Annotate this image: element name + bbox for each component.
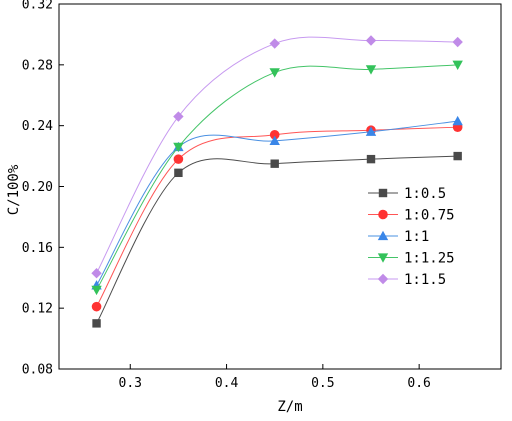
x-tick-label: 0.3 xyxy=(119,376,142,391)
legend-marker xyxy=(377,253,389,263)
data-point xyxy=(91,301,102,312)
data-point xyxy=(269,68,280,78)
y-tick-label: 0.12 xyxy=(22,302,53,317)
series-4 xyxy=(91,60,463,296)
legend-marker xyxy=(377,230,389,241)
data-point xyxy=(269,135,280,146)
data-point xyxy=(452,115,463,126)
data-point xyxy=(366,154,376,164)
y-axis-title: C/100% xyxy=(6,164,22,215)
legend-label: 1:1.25 xyxy=(404,251,455,267)
x-axis: 0.3 0.4 0.5 0.6 xyxy=(119,364,431,391)
legend-marker xyxy=(377,273,389,285)
legend-label: 1:0.75 xyxy=(404,208,455,224)
x-tick-label: 0.6 xyxy=(407,376,430,391)
legend-label: 1:0.5 xyxy=(404,186,446,202)
legend-label: 1:1 xyxy=(404,229,429,245)
data-point xyxy=(365,126,377,136)
x-tick-label: 0.4 xyxy=(215,376,239,391)
data-point xyxy=(173,154,184,164)
data-point xyxy=(365,65,377,75)
legend-item: 1:0.5 xyxy=(368,186,446,202)
y-tick-label: 0.32 xyxy=(22,0,53,13)
legend-item: 1:0.75 xyxy=(368,208,455,224)
y-axis: 0.08 0.12 0.16 0.20 0.24 0.28 0.32 xyxy=(22,0,64,378)
y-tick-label: 0.24 xyxy=(22,119,53,134)
data-point xyxy=(174,168,183,178)
series-1 xyxy=(92,151,462,328)
data-point xyxy=(173,142,184,153)
data-point xyxy=(173,111,184,122)
x-tick-label: 0.5 xyxy=(311,376,334,391)
series-line xyxy=(96,36,458,274)
x-axis-title: Z/m xyxy=(277,399,302,415)
legend: 1:0.5 1:0.75 1:1 1:1.25 1:1.5 xyxy=(368,186,455,288)
legend-item: 1:1.5 xyxy=(368,272,446,288)
y-tick-label: 0.16 xyxy=(22,241,53,256)
legend-item: 1:1.25 xyxy=(368,251,455,267)
data-point xyxy=(92,319,101,328)
data-point xyxy=(365,35,377,46)
y-tick-label: 0.08 xyxy=(22,363,53,378)
data-point xyxy=(453,151,462,161)
data-point xyxy=(452,60,463,71)
series-line xyxy=(96,120,458,286)
data-point xyxy=(91,267,102,279)
legend-marker xyxy=(378,188,388,198)
data-point xyxy=(452,36,463,48)
legend-item: 1:1 xyxy=(368,229,429,245)
series-layer xyxy=(91,35,463,328)
legend-label: 1:1.5 xyxy=(404,272,446,288)
series-line xyxy=(96,64,458,291)
data-point xyxy=(269,38,280,49)
data-point xyxy=(270,159,279,168)
data-point xyxy=(269,129,280,140)
data-point xyxy=(91,285,102,296)
series-5 xyxy=(91,35,463,279)
y-tick-label: 0.28 xyxy=(22,58,53,73)
y-tick-label: 0.20 xyxy=(22,180,53,195)
legend-marker xyxy=(378,209,388,220)
series-line xyxy=(96,155,458,324)
